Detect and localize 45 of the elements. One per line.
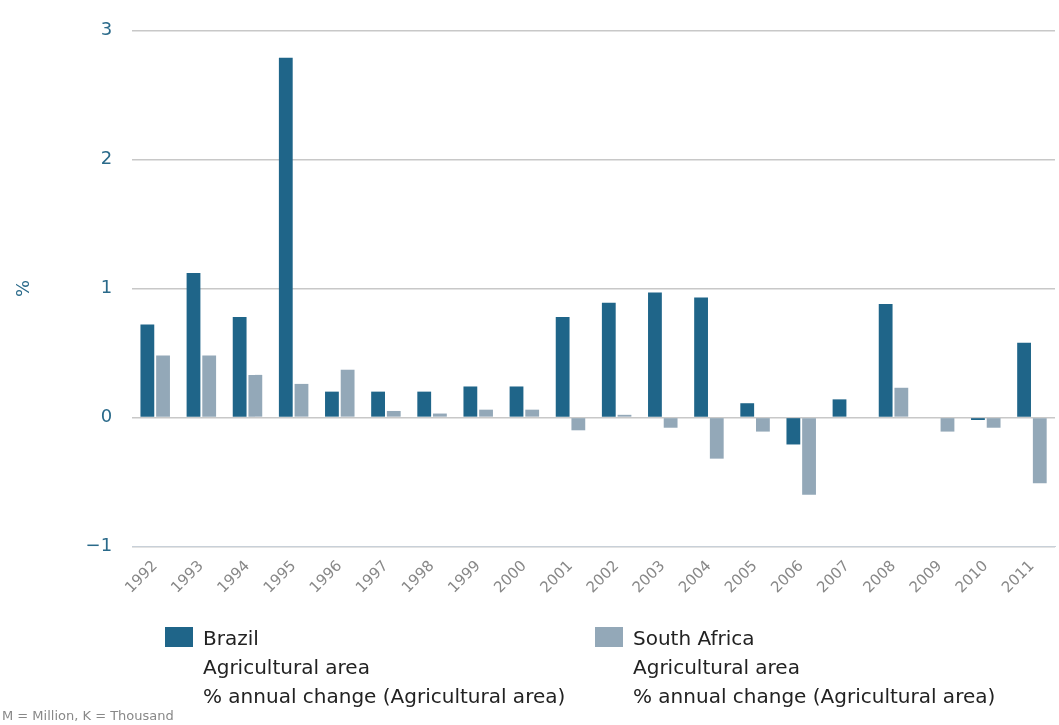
y-tick-label: −1 [85, 533, 113, 555]
bar [1017, 342, 1031, 417]
bar [802, 418, 816, 495]
bar [294, 383, 309, 417]
bar [156, 355, 170, 417]
bar [832, 399, 847, 417]
bar [140, 324, 155, 417]
bar [371, 391, 385, 417]
bar [1032, 418, 1047, 484]
bar [463, 386, 478, 417]
bar [940, 418, 955, 432]
bar [248, 374, 263, 417]
bar [786, 418, 801, 445]
bar [663, 418, 678, 428]
bar [571, 418, 586, 431]
bar [986, 418, 1001, 428]
legend-label: South Africa Agricultural area % annual change (Agricultural area) [633, 625, 996, 710]
y-tick-label: 2 [100, 147, 113, 169]
bar [202, 355, 217, 417]
bar [894, 387, 909, 417]
bar [186, 273, 201, 417]
y-tick-label: 0 [100, 405, 113, 427]
bar [433, 413, 447, 417]
bar [740, 403, 755, 417]
bar [648, 292, 662, 417]
y-tick-label: 1 [100, 276, 113, 298]
bar [709, 418, 724, 459]
bar [601, 302, 616, 417]
y-axis-title: % [12, 279, 34, 298]
bar [756, 418, 770, 432]
bar [878, 304, 893, 417]
bar [232, 316, 247, 417]
bar [340, 369, 355, 417]
text: M = Million, K = Thousand [2, 708, 174, 723]
bar [278, 57, 293, 417]
bar [555, 316, 570, 417]
bar [525, 409, 540, 417]
bar [417, 391, 432, 417]
bar [479, 409, 493, 417]
bar [325, 391, 339, 417]
y-tick-label: 3 [100, 18, 113, 40]
legend-label: Brazil Agricultural area % annual change (Agricultural area) [203, 625, 566, 710]
bar [386, 410, 401, 417]
bar [694, 297, 708, 417]
bar [509, 386, 524, 417]
